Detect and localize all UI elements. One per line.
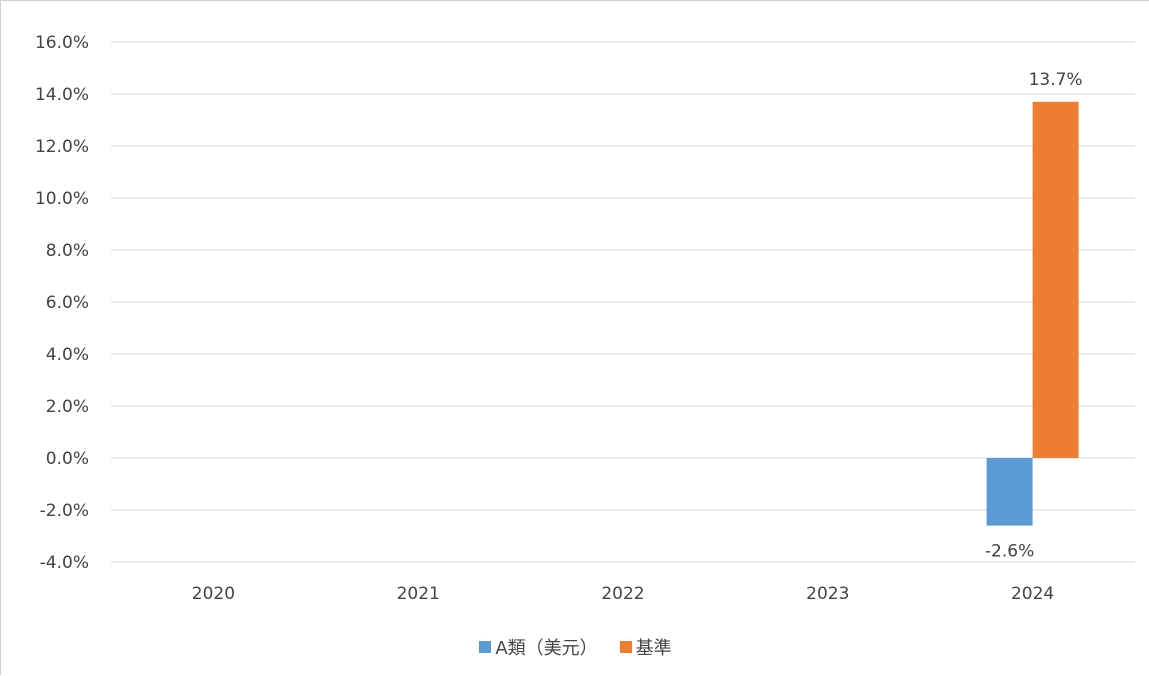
legend-label-benchmark: 基準 — [635, 638, 672, 659]
legend-item-series-a: A類（美元） — [479, 634, 598, 660]
y-tick-label: -4.0% — [40, 553, 89, 573]
x-tick-label: 2023 — [806, 584, 849, 604]
legend-swatch-series-a — [479, 641, 492, 653]
y-tick-label: 0.0% — [46, 449, 89, 469]
x-tick-label: 2020 — [192, 584, 235, 604]
y-tick-label: 14.0% — [35, 85, 89, 105]
legend-swatch-benchmark — [619, 641, 632, 653]
y-tick-label: 4.0% — [46, 345, 89, 365]
y-axis-ticks: -4.0% -2.0% 0.0% 2.0% 4.0% 6.0% 8.0% 10.0% 12.0%… — [35, 33, 89, 573]
y-tick-label: 10.0% — [35, 189, 89, 209]
y-tick-label: 2.0% — [46, 397, 89, 417]
y-tick-label: 12.0% — [35, 137, 89, 157]
bars — [986, 101, 1079, 526]
x-tick-label: 2024 — [1011, 584, 1054, 604]
y-tick-label: 6.0% — [46, 293, 89, 313]
x-axis-ticks: 2020 2021 2022 2023 2024 — [192, 584, 1054, 604]
legend-item-benchmark: 基準 — [619, 634, 672, 660]
gridlines — [111, 41, 1135, 563]
y-tick-label: -2.0% — [40, 501, 89, 521]
data-labels: -2.6% 13.7% — [985, 70, 1083, 562]
bar-series-a-2024 — [986, 458, 1033, 526]
legend: A類（美元） 基準 — [1, 634, 1149, 660]
x-tick-label: 2021 — [397, 584, 440, 604]
y-tick-label: 16.0% — [35, 33, 89, 53]
bar-benchmark-2024 — [1032, 101, 1079, 459]
data-label: 13.7% — [1029, 70, 1083, 90]
x-tick-label: 2022 — [601, 584, 644, 604]
legend-label-series-a: A類（美元） — [495, 638, 598, 659]
y-tick-label: 8.0% — [46, 241, 89, 261]
data-label: -2.6% — [985, 542, 1034, 562]
